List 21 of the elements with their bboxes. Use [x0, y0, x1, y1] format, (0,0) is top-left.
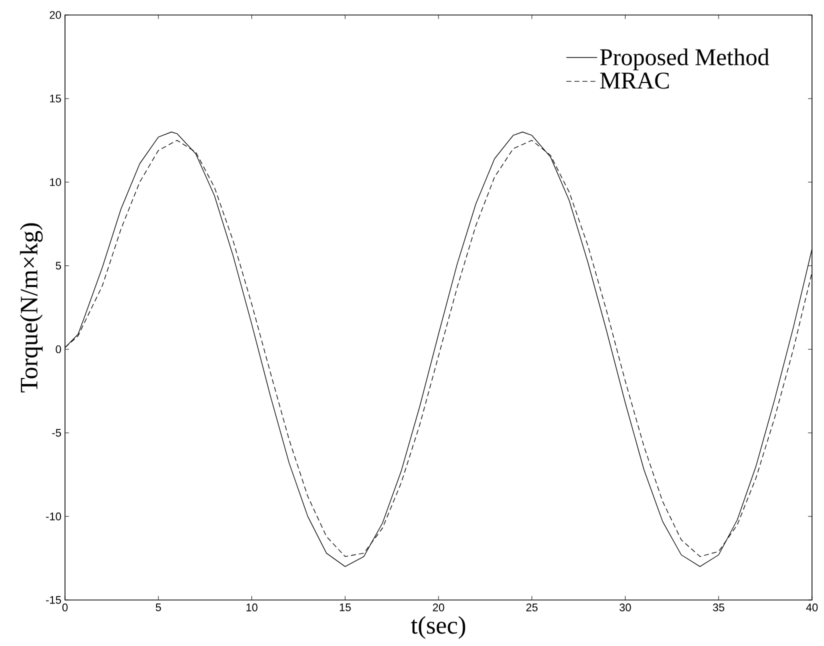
- y-tick-label: -10: [46, 512, 62, 520]
- x-tick-label: 15: [340, 604, 351, 612]
- y-tick-label: -5: [52, 429, 61, 437]
- y-tick-label: 0: [56, 345, 62, 354]
- x-tick-label: 0: [62, 604, 68, 612]
- y-tick-label: 5: [56, 262, 61, 270]
- y-axis-title: Torque(N/m×kg): [20, 223, 43, 392]
- x-tick-label: 25: [526, 604, 538, 612]
- legend-label: MRAC: [600, 72, 669, 89]
- y-tick-label: 10: [50, 178, 62, 186]
- y-tick-label: 15: [50, 94, 61, 102]
- y-tick-label: -15: [46, 596, 61, 604]
- x-tick-label: 20: [432, 604, 444, 612]
- x-tick-label: 30: [620, 604, 631, 612]
- x-tick-label: 40: [806, 604, 818, 612]
- x-tick-label: 10: [246, 604, 258, 612]
- x-axis-title: t(sec): [410, 616, 466, 639]
- x-tick-label: 5: [156, 604, 161, 612]
- y-tick-label: 20: [50, 11, 62, 19]
- legend-label: Proposed Method: [600, 48, 770, 70]
- x-tick-label: 35: [712, 604, 724, 612]
